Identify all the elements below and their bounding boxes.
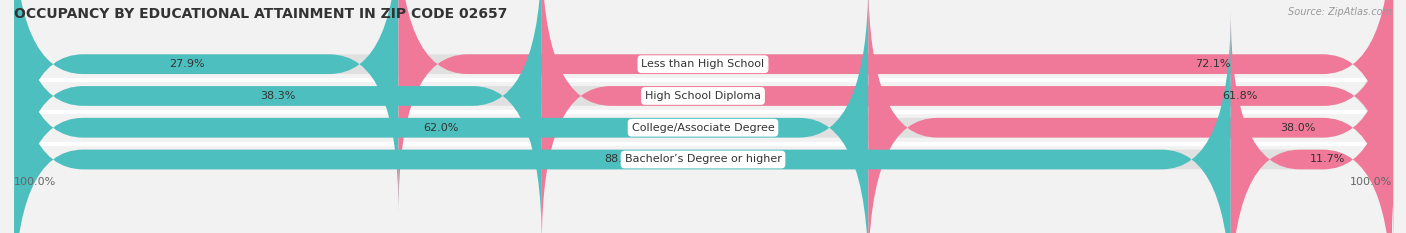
Text: Bachelor’s Degree or higher: Bachelor’s Degree or higher <box>624 154 782 164</box>
FancyBboxPatch shape <box>398 0 1392 213</box>
FancyBboxPatch shape <box>541 0 1393 233</box>
FancyBboxPatch shape <box>14 10 1230 233</box>
Text: 38.3%: 38.3% <box>260 91 295 101</box>
Text: 88.3%: 88.3% <box>605 154 640 164</box>
FancyBboxPatch shape <box>14 0 1392 233</box>
Text: 100.0%: 100.0% <box>1350 177 1392 187</box>
Text: High School Diploma: High School Diploma <box>645 91 761 101</box>
FancyBboxPatch shape <box>869 0 1392 233</box>
FancyBboxPatch shape <box>14 0 869 233</box>
Text: OCCUPANCY BY EDUCATIONAL ATTAINMENT IN ZIP CODE 02657: OCCUPANCY BY EDUCATIONAL ATTAINMENT IN Z… <box>14 7 508 21</box>
FancyBboxPatch shape <box>1230 10 1392 233</box>
Text: 61.8%: 61.8% <box>1222 91 1258 101</box>
Text: 100.0%: 100.0% <box>14 177 56 187</box>
Text: 11.7%: 11.7% <box>1310 154 1346 164</box>
Text: 27.9%: 27.9% <box>169 59 205 69</box>
Text: 62.0%: 62.0% <box>423 123 458 133</box>
FancyBboxPatch shape <box>14 0 1392 213</box>
FancyBboxPatch shape <box>14 10 1392 233</box>
FancyBboxPatch shape <box>14 0 398 213</box>
Text: Source: ZipAtlas.com: Source: ZipAtlas.com <box>1288 7 1392 17</box>
FancyBboxPatch shape <box>14 0 1392 233</box>
Text: 72.1%: 72.1% <box>1195 59 1230 69</box>
FancyBboxPatch shape <box>14 0 541 233</box>
Text: 38.0%: 38.0% <box>1279 123 1316 133</box>
Text: College/Associate Degree: College/Associate Degree <box>631 123 775 133</box>
Text: Less than High School: Less than High School <box>641 59 765 69</box>
